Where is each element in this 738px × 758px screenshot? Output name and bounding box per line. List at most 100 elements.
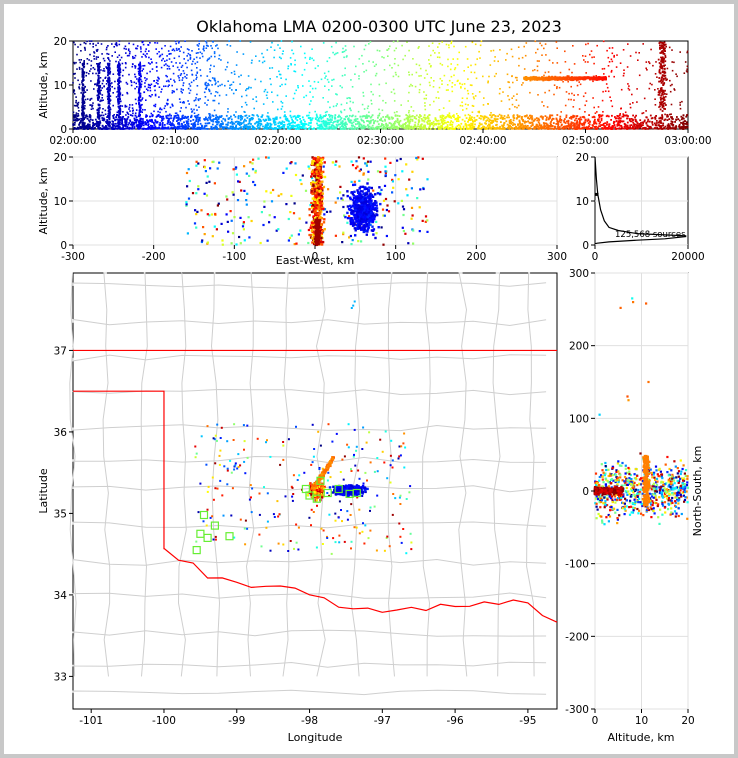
source-point <box>629 124 632 127</box>
source-point <box>97 63 99 65</box>
source-point <box>97 97 99 99</box>
source-point <box>448 46 450 49</box>
source-point <box>83 61 85 63</box>
source-point <box>91 104 94 107</box>
source-point <box>151 128 154 130</box>
source-point <box>108 125 111 128</box>
source-point <box>197 127 200 129</box>
source-point <box>570 126 573 128</box>
source-point <box>517 127 520 130</box>
source-point <box>472 96 475 98</box>
source-point <box>489 119 492 122</box>
source-point <box>276 76 278 78</box>
source-point <box>508 86 511 89</box>
source-point <box>293 121 296 124</box>
source-point <box>367 126 370 128</box>
source-point <box>185 77 188 79</box>
source-point <box>576 125 578 127</box>
source-point <box>488 118 491 121</box>
source-point <box>244 115 247 117</box>
source-point <box>382 99 384 102</box>
source-point <box>156 42 159 44</box>
source-point <box>318 124 321 127</box>
source-point <box>630 118 633 120</box>
source-point <box>622 120 625 123</box>
source-point <box>177 42 180 44</box>
source-point <box>517 124 519 126</box>
source-point <box>531 115 533 117</box>
source-point <box>87 125 90 127</box>
source-point <box>627 87 630 90</box>
source-point <box>278 70 280 73</box>
source-point <box>664 64 666 66</box>
source-point <box>610 126 612 129</box>
source-point <box>414 121 417 124</box>
source-point <box>323 115 326 117</box>
source-point <box>149 95 152 98</box>
source-point <box>166 122 169 125</box>
source-point <box>127 113 130 116</box>
source-point <box>330 45 333 48</box>
source-point <box>225 126 228 129</box>
source-point <box>219 84 221 87</box>
source-point <box>542 122 545 124</box>
source-point <box>142 122 145 124</box>
source-point <box>311 128 314 130</box>
source-point <box>631 93 633 96</box>
source-point <box>267 112 269 114</box>
source-point <box>97 123 100 125</box>
source-point <box>170 52 172 55</box>
source-point <box>460 122 463 125</box>
source-point <box>122 115 125 118</box>
source-point <box>518 126 521 129</box>
source-point <box>428 45 430 47</box>
source-point <box>125 114 127 116</box>
source-point <box>90 60 93 62</box>
source-point <box>613 120 615 123</box>
source-point <box>438 86 441 89</box>
source-point <box>81 114 84 117</box>
source-point <box>89 99 91 101</box>
source-point <box>564 122 567 124</box>
source-point <box>584 76 587 79</box>
source-point <box>423 125 425 128</box>
source-point <box>352 114 354 117</box>
source-point <box>99 62 101 64</box>
source-point <box>327 119 330 122</box>
source-point <box>106 52 108 55</box>
source-point <box>334 120 337 123</box>
source-point <box>98 127 101 130</box>
source-point <box>332 124 334 127</box>
source-point <box>563 119 565 122</box>
source-point <box>208 114 211 117</box>
source-point <box>438 56 441 59</box>
source-point <box>259 120 261 122</box>
source-point <box>600 117 603 120</box>
source-point <box>602 111 604 113</box>
source-point <box>617 121 620 123</box>
source-point <box>657 91 660 94</box>
source-point <box>300 123 303 126</box>
source-point <box>565 120 568 123</box>
source-point <box>507 114 510 117</box>
source-point <box>176 128 179 130</box>
source-point <box>385 115 388 118</box>
source-point <box>523 121 526 124</box>
source-point <box>179 74 182 77</box>
source-point <box>112 116 115 119</box>
source-point <box>82 125 85 128</box>
source-point <box>456 125 459 127</box>
source-point <box>517 115 520 118</box>
source-point <box>656 76 658 78</box>
source-point <box>595 75 597 77</box>
source-point <box>336 125 339 127</box>
source-point <box>107 81 109 83</box>
source-point <box>493 60 496 62</box>
source-point <box>487 117 490 120</box>
source-point <box>595 122 598 125</box>
source-point <box>216 44 218 46</box>
source-point <box>622 49 625 51</box>
source-point <box>106 62 109 65</box>
source-point <box>277 44 279 46</box>
source-point <box>611 47 614 49</box>
